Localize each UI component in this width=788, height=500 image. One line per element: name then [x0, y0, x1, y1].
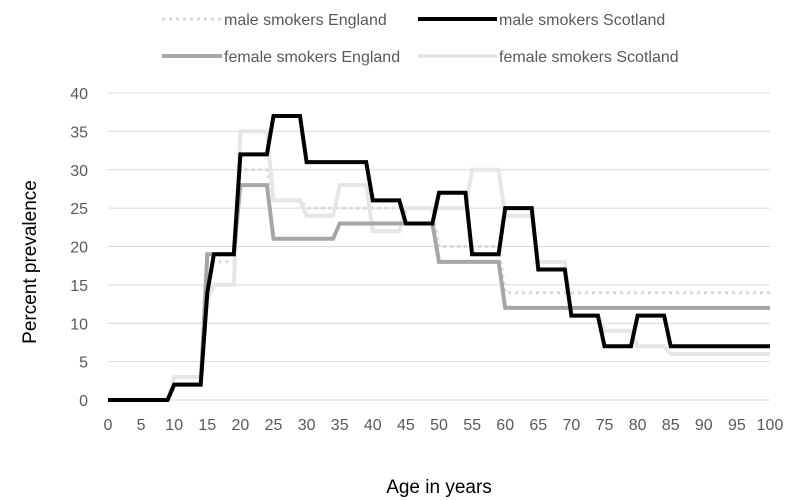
x-tick-label: 75	[596, 417, 614, 434]
series-line-male-smokers-england	[108, 168, 770, 402]
x-tick-label: 35	[331, 417, 349, 434]
y-axis-ticks: 0 5 10 15 20 25 30 35 40	[70, 86, 88, 410]
x-tick-label: 90	[695, 417, 713, 434]
x-tick-label: 95	[728, 417, 746, 434]
x-tick-label: 55	[463, 417, 481, 434]
series-lines	[108, 114, 770, 402]
y-tick-label: 25	[70, 201, 88, 218]
x-axis-title: Age in years	[386, 477, 492, 498]
x-tick-label: 50	[430, 417, 448, 434]
y-tick-label: 0	[79, 393, 88, 410]
series-line-female-smokers-scotland	[108, 129, 770, 402]
x-tick-label: 60	[496, 417, 514, 434]
x-tick-label: 40	[364, 417, 382, 434]
x-tick-label: 45	[397, 417, 415, 434]
y-tick-label: 40	[70, 86, 88, 103]
legend-label: male smokers England	[224, 12, 387, 29]
legend-label: female smokers Scotland	[499, 49, 679, 66]
x-axis-ticks: 0 5 10 15 20 25 30 35 40 45 50 55 60 65 70 75 80 85 90 95 10…	[104, 417, 784, 434]
y-axis-title: Percent prevalence	[20, 180, 41, 344]
y-tick-label: 5	[79, 355, 88, 372]
x-tick-label: 70	[563, 417, 581, 434]
y-tick-label: 30	[70, 163, 88, 180]
x-tick-label: 25	[265, 417, 283, 434]
y-tick-label: 20	[70, 240, 88, 257]
y-tick-label: 10	[70, 316, 88, 333]
y-tick-label: 35	[70, 124, 88, 141]
series-line-male-smokers-scotland	[108, 114, 770, 402]
x-tick-label: 30	[298, 417, 316, 434]
x-tick-label: 85	[662, 417, 680, 434]
x-tick-label: 20	[232, 417, 250, 434]
legend: male smokers England male smokers Scotlan…	[162, 12, 679, 66]
x-tick-label: 15	[198, 417, 216, 434]
legend-label: male smokers Scotland	[499, 12, 665, 29]
x-tick-label: 80	[629, 417, 647, 434]
y-tick-label: 15	[70, 278, 88, 295]
x-tick-label: 0	[104, 417, 113, 434]
x-tick-label: 65	[529, 417, 547, 434]
x-tick-label: 10	[165, 417, 183, 434]
x-tick-label: 5	[137, 417, 146, 434]
x-tick-label: 100	[757, 417, 784, 434]
legend-label: female smokers England	[224, 49, 400, 66]
